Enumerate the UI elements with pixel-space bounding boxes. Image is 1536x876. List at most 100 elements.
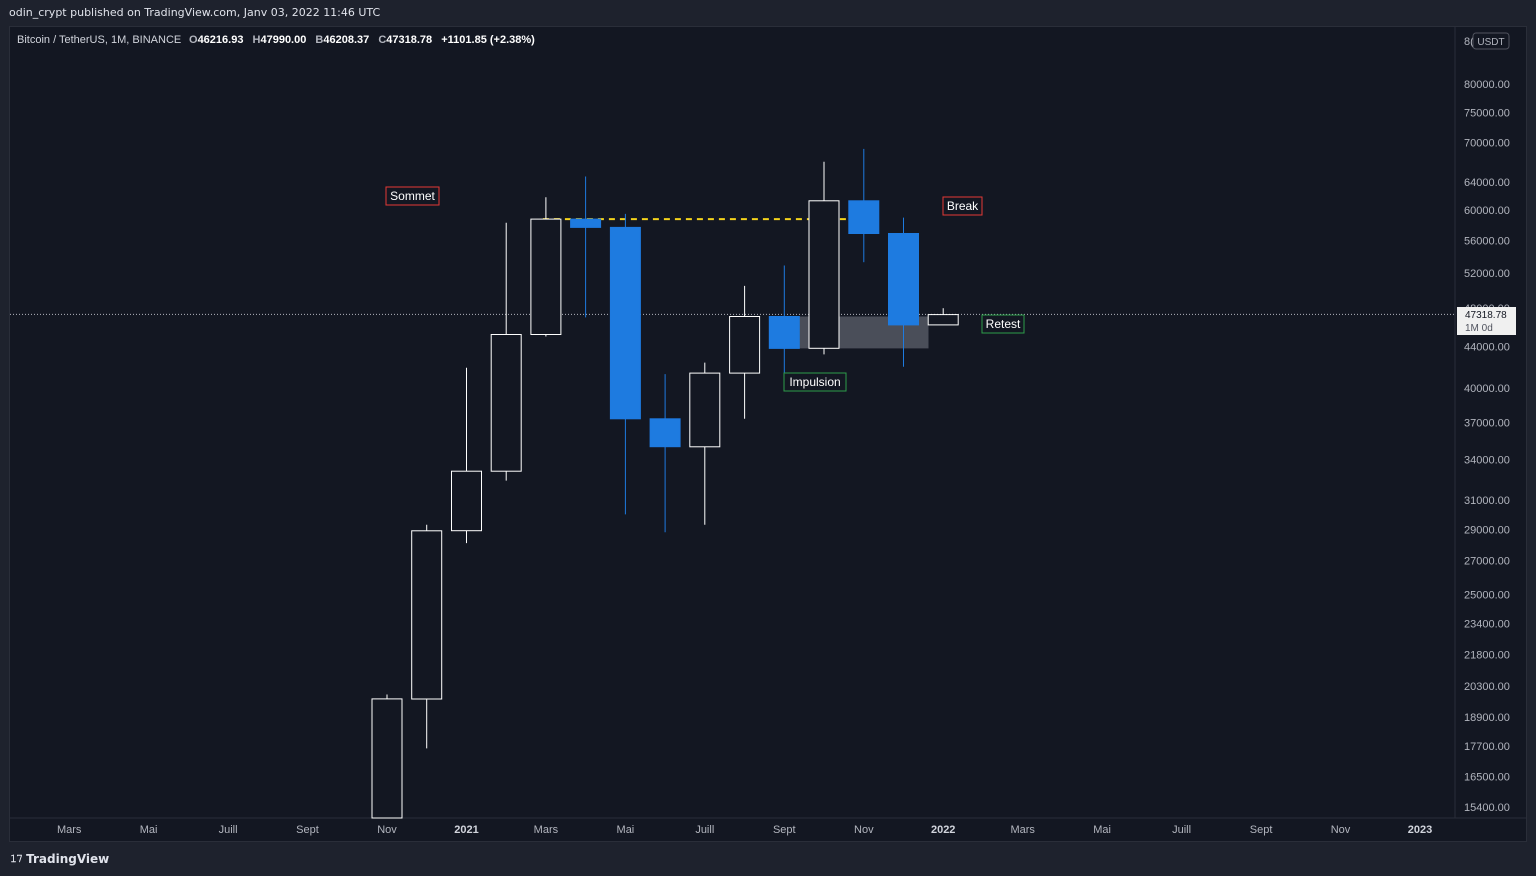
price-axis[interactable]: 80000.00 75000.00 70000.00 64000.00 60000.00… [1454,27,1510,818]
y-tick-label: 21800.00 [1464,650,1510,662]
annotation-text: Sommet [390,189,435,203]
candle-body [808,200,840,349]
x-tick-label: Mai [617,824,635,836]
footer-bar [0,843,1536,876]
legend-open: 46216.93 [198,34,244,46]
candle-body [411,530,443,700]
chart-legend: Bitcoin / TetherUS, 1M, BINANCE O46216.9… [17,34,535,46]
x-tick-label: Nov [1331,824,1351,836]
x-tick-label: Mars [57,824,82,836]
published-info: odin_crypt published on TradingView.com,… [9,6,381,19]
y-tick-label: 34000.00 [1464,455,1510,467]
x-tick-label: Sept [296,824,319,836]
last-price-countdown: 1M 0d [1465,323,1493,334]
legend-open-label: O [189,34,198,46]
legend-values: O46216.93 H47990.00 B46208.37 C47318.78 … [189,34,535,46]
x-tick-label: Sept [1250,824,1273,836]
x-tick-label: 2021 [454,824,478,836]
x-tick-label: Juill [219,824,238,836]
candle[interactable] [451,367,482,544]
x-tick-label: Nov [854,824,874,836]
y-tick-label: 75000.00 [1464,107,1510,119]
y-tick-label: 23400.00 [1464,618,1510,630]
x-tick-label: Juill [695,824,714,836]
candle[interactable] [927,308,959,326]
y-tick-label: 60000.00 [1464,205,1510,217]
y-tick-label: 70000.00 [1464,138,1510,150]
legend-close: 47318.78 [386,34,432,46]
candle-body [649,418,681,448]
y-tick-label: 29000.00 [1464,524,1510,536]
y-tick-label: 20300.00 [1464,681,1510,693]
chart-frame[interactable] [9,26,1527,842]
candle[interactable] [768,265,800,389]
legend-high-label: H [253,34,261,46]
y-tick-label: 27000.00 [1464,556,1510,568]
candle[interactable] [649,374,681,533]
legend-high: 47990.00 [260,34,306,46]
x-tick-label: Juill [1172,824,1191,836]
header-bar: odin_crypt published on TradingView.com,… [0,0,1536,26]
x-tick-label: Mars [534,824,559,836]
x-tick-label: Sept [773,824,796,836]
currency-prefix: 8( [1464,36,1474,48]
tradingview-logo[interactable]: 𝟷𝟽 TradingView [10,852,109,866]
candle[interactable] [570,176,602,318]
candle[interactable] [689,362,721,525]
y-tick-label: 37000.00 [1464,417,1510,429]
y-tick-label: 16500.00 [1464,772,1510,784]
candle[interactable] [729,285,761,419]
annotation-impulsion[interactable]: Impulsion [783,372,847,392]
x-tick-label: Mars [1010,824,1035,836]
candle-body [371,698,403,819]
annotation-sommet[interactable]: Sommet [385,186,440,206]
annotation-break[interactable]: Break [942,196,983,216]
legend-low: 46208.37 [323,34,369,46]
legend-symbol: Bitcoin / TetherUS, 1M, BINANCE [17,34,181,46]
currency-badge-box[interactable] [1472,32,1510,50]
last-price-box [1457,307,1516,335]
legend-low-label: B [315,34,323,46]
x-tick-label: 2023 [1408,824,1432,836]
annotation-text: Break [947,199,979,213]
candle-body [451,470,482,532]
candle[interactable] [411,524,443,749]
candle-body [570,218,602,228]
y-tick-label: 18900.00 [1464,712,1510,724]
candle-body [848,200,880,235]
annotation-text: Retest [986,317,1021,331]
y-tick-label: 52000.00 [1464,268,1510,280]
candle[interactable] [490,222,522,481]
last-price-marker: 47318.78 1M 0d [1457,307,1516,335]
y-tick-label: 15400.00 [1464,802,1510,814]
candle-body [530,218,562,336]
tradingview-icon: 𝟷𝟽 [10,852,23,865]
y-tick-label: 17700.00 [1464,741,1510,753]
candle-body [927,314,959,326]
time-axis[interactable]: Mars Mai Juill Sept Nov 2021 Mars Mai Juill Sept N… [10,817,1526,836]
candle[interactable] [848,148,880,263]
last-price-value: 47318.78 [1465,310,1507,321]
annotation-retest[interactable]: Retest [981,314,1025,334]
candle[interactable] [808,161,840,355]
x-tick-label: Mai [140,824,158,836]
y-tick-label: 40000.00 [1464,383,1510,395]
candle-body [729,316,761,374]
candle-body [490,334,522,472]
candle-body [609,226,641,420]
annotation-text: Impulsion [789,375,840,389]
candle[interactable] [609,213,641,515]
y-tick-label: 44000.00 [1464,341,1510,353]
y-tick-label: 80000.00 [1464,79,1510,91]
y-tick-label: 31000.00 [1464,495,1510,507]
legend-close-label: C [378,34,386,46]
candle[interactable] [371,694,403,819]
y-tick-label: 64000.00 [1464,177,1510,189]
candle[interactable] [888,217,919,367]
candle[interactable] [530,197,562,337]
x-tick-label: 2022 [931,824,955,836]
candle-body [689,372,721,448]
currency-badge[interactable]: USDT [1477,37,1504,48]
candle-body [888,233,919,326]
